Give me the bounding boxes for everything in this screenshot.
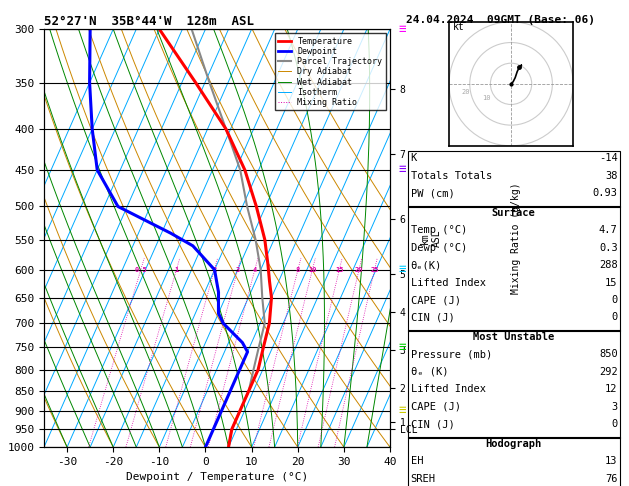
- Text: 288: 288: [599, 260, 618, 270]
- Text: PW (cm): PW (cm): [411, 188, 455, 198]
- Text: Temp (°C): Temp (°C): [411, 225, 467, 235]
- Text: Most Unstable: Most Unstable: [473, 332, 554, 342]
- Text: 10: 10: [482, 95, 491, 102]
- Text: Surface: Surface: [492, 208, 535, 218]
- Text: Dewp (°C): Dewp (°C): [411, 243, 467, 253]
- Text: 76: 76: [605, 474, 618, 484]
- Text: 4: 4: [253, 267, 257, 273]
- Text: 0: 0: [611, 295, 618, 305]
- Text: Hodograph: Hodograph: [486, 439, 542, 449]
- Text: 13: 13: [605, 456, 618, 467]
- Text: 20: 20: [462, 89, 470, 95]
- Text: 0.3: 0.3: [599, 243, 618, 253]
- Text: 12: 12: [605, 384, 618, 395]
- Text: 1: 1: [174, 267, 179, 273]
- Text: Pressure (mb): Pressure (mb): [411, 349, 492, 360]
- X-axis label: Dewpoint / Temperature (°C): Dewpoint / Temperature (°C): [126, 472, 308, 483]
- Text: 8: 8: [296, 267, 300, 273]
- Text: 25: 25: [370, 267, 379, 273]
- Text: SREH: SREH: [411, 474, 436, 484]
- Legend: Temperature, Dewpoint, Parcel Trajectory, Dry Adiabat, Wet Adiabat, Isotherm, Mi: Temperature, Dewpoint, Parcel Trajectory…: [275, 34, 386, 110]
- Text: 3: 3: [611, 402, 618, 412]
- Text: 850: 850: [599, 349, 618, 360]
- Text: θₑ (K): θₑ (K): [411, 367, 448, 377]
- Text: 0.93: 0.93: [593, 188, 618, 198]
- Text: 0: 0: [611, 419, 618, 430]
- Text: K: K: [411, 153, 417, 163]
- Text: 15: 15: [605, 278, 618, 288]
- Text: kt: kt: [454, 22, 465, 32]
- Text: 15: 15: [335, 267, 343, 273]
- Text: 4.7: 4.7: [599, 225, 618, 235]
- Y-axis label: km
ASL: km ASL: [420, 229, 442, 247]
- Text: ≡: ≡: [399, 263, 406, 276]
- Text: 52°27'N  35B°44'W  128m  ASL: 52°27'N 35B°44'W 128m ASL: [44, 15, 254, 28]
- Text: Lifted Index: Lifted Index: [411, 278, 486, 288]
- Text: ≡: ≡: [399, 341, 406, 354]
- Y-axis label: hPa: hPa: [0, 228, 2, 248]
- Text: 292: 292: [599, 367, 618, 377]
- Text: CIN (J): CIN (J): [411, 312, 455, 323]
- Text: ≡: ≡: [399, 163, 406, 176]
- Text: 24.04.2024  09GMT (Base: 06): 24.04.2024 09GMT (Base: 06): [406, 15, 594, 25]
- Text: 2: 2: [212, 267, 216, 273]
- Text: Lifted Index: Lifted Index: [411, 384, 486, 395]
- Text: ≡: ≡: [399, 404, 406, 417]
- Text: 0: 0: [611, 312, 618, 323]
- Text: Mixing Ratio (g/kg): Mixing Ratio (g/kg): [511, 182, 521, 294]
- Text: Totals Totals: Totals Totals: [411, 171, 492, 181]
- Text: 3: 3: [236, 267, 240, 273]
- Text: θₑ(K): θₑ(K): [411, 260, 442, 270]
- Text: CAPE (J): CAPE (J): [411, 402, 460, 412]
- Text: CAPE (J): CAPE (J): [411, 295, 460, 305]
- Text: -14: -14: [599, 153, 618, 163]
- Text: 38: 38: [605, 171, 618, 181]
- Text: 20: 20: [355, 267, 363, 273]
- Text: ≡: ≡: [399, 23, 406, 35]
- Text: CIN (J): CIN (J): [411, 419, 455, 430]
- Text: EH: EH: [411, 456, 423, 467]
- Text: 10: 10: [308, 267, 316, 273]
- Text: 0.5: 0.5: [135, 267, 147, 273]
